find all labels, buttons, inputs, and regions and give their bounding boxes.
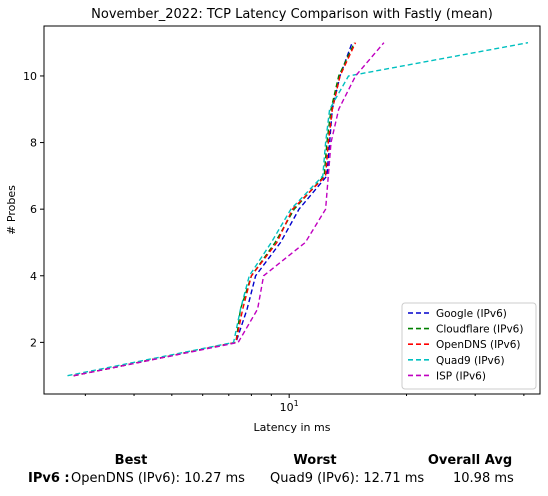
legend: Google (IPv6) Cloudflare (IPv6) OpenDNS (I… xyxy=(401,302,537,390)
legend-label: ISP (IPv6) xyxy=(436,370,486,382)
avg-value: 10.98 ms xyxy=(453,471,514,486)
legend-label: OpenDNS (IPv6) xyxy=(436,339,521,351)
x-axis-ticks: 101 xyxy=(84,394,525,414)
x-axis-label: Latency in ms xyxy=(254,421,331,434)
legend-label: Cloudflare (IPv6) xyxy=(436,324,523,336)
summary-table: Best Worst Overall Avg IPv6 : OpenDNS (I… xyxy=(0,448,548,496)
legend-label: Quad9 (IPv6) xyxy=(436,355,505,367)
latency-chart: November_2022: TCP Latency Comparison wi… xyxy=(5,7,541,434)
x-tick-label: 101 xyxy=(280,399,299,414)
worst-value: Quad9 (IPv6): 12.71 ms xyxy=(270,471,425,486)
legend-label: Google (IPv6) xyxy=(436,308,507,320)
series-lines xyxy=(67,42,529,377)
y-tick-label: 6 xyxy=(30,203,37,216)
series-line-3 xyxy=(67,42,529,377)
series-line-0 xyxy=(73,42,353,377)
avg-header: Overall Avg xyxy=(427,453,513,468)
series-line-2 xyxy=(73,42,357,377)
legend-box xyxy=(401,302,537,390)
y-axis-ticks: 2 4 6 8 10 xyxy=(23,70,44,349)
y-tick-label: 4 xyxy=(30,270,37,283)
worst-header: Worst xyxy=(293,453,337,468)
series-line-1 xyxy=(73,42,356,377)
best-value: OpenDNS (IPv6): 10.27 ms xyxy=(71,471,245,486)
best-header: Best xyxy=(114,453,148,468)
series-line-4 xyxy=(73,42,385,377)
row-label-ipv6: IPv6 : xyxy=(28,471,70,486)
y-tick-label: 2 xyxy=(30,336,37,349)
y-tick-label: 8 xyxy=(30,137,37,150)
y-axis-label: # Probes xyxy=(5,185,18,235)
y-tick-label: 10 xyxy=(23,70,37,83)
chart-title: November_2022: TCP Latency Comparison wi… xyxy=(91,7,493,22)
